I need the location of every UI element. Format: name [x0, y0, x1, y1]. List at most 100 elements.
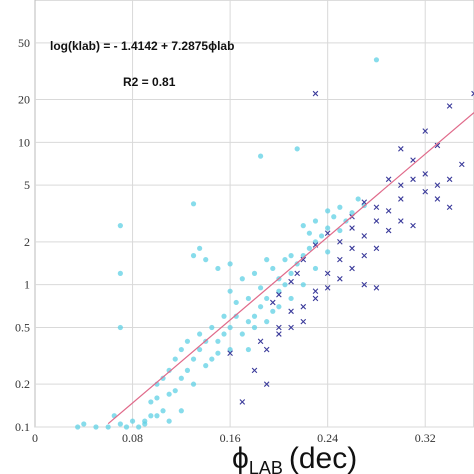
data-point-x [337, 275, 343, 282]
x-marker-stroke [263, 381, 270, 387]
x-marker-stroke [300, 256, 307, 263]
data-point-x [257, 338, 264, 345]
data-point [331, 214, 337, 220]
data-point-x [337, 239, 343, 245]
data-point [233, 313, 239, 319]
x-marker-stroke [300, 318, 307, 325]
data-point-x [288, 308, 294, 315]
data-point [160, 375, 166, 381]
data-point [184, 367, 191, 373]
x-marker-stroke [276, 324, 282, 331]
data-point [300, 282, 306, 288]
x-marker-stroke [398, 146, 404, 152]
data-point [282, 282, 288, 288]
data-point [117, 324, 123, 331]
x-marker-stroke [385, 227, 392, 234]
data-point-x [471, 90, 474, 97]
data-point [251, 324, 258, 331]
data-point [312, 265, 319, 272]
x-marker-stroke [446, 176, 453, 183]
data-point [245, 346, 252, 353]
x-marker-stroke [337, 256, 343, 263]
x-marker-stroke [373, 285, 380, 291]
x-axis-label-subscript: LAB [249, 458, 283, 474]
data-point [325, 225, 331, 231]
x-marker-stroke [398, 196, 404, 202]
data-point-x [434, 196, 441, 202]
data-point [105, 424, 111, 430]
data-point [215, 338, 221, 344]
x-marker-stroke [471, 90, 474, 95]
data-point-x [373, 245, 380, 252]
data-point-x [312, 288, 319, 294]
data-point [184, 338, 191, 344]
data-point [276, 288, 282, 294]
data-point [93, 424, 99, 430]
x-marker-stroke [251, 367, 258, 374]
data-point [197, 331, 203, 337]
data-point [117, 270, 123, 276]
fit-line [107, 112, 474, 425]
x-marker-stroke [373, 245, 380, 252]
x-marker-stroke [337, 275, 343, 282]
x-marker-stroke [361, 233, 368, 239]
data-point [190, 381, 197, 387]
data-point-x [410, 176, 416, 183]
x-marker-stroke [373, 218, 380, 224]
data-point [306, 245, 312, 251]
data-point [142, 418, 148, 424]
data-point-x [446, 204, 453, 211]
data-point-x [251, 367, 258, 374]
x-marker-stroke [288, 324, 294, 331]
y-tick-label: 0.5 [15, 321, 30, 335]
data-point [282, 257, 288, 263]
data-point [251, 270, 258, 276]
data-point-x [422, 188, 429, 195]
data-point [209, 356, 215, 362]
data-point [221, 313, 227, 319]
data-point-x [324, 285, 331, 291]
x-marker-stroke [276, 331, 282, 337]
data-point-x [398, 196, 404, 202]
x-marker-stroke [422, 188, 429, 195]
data-point [81, 421, 87, 427]
y-tick-label: 1 [24, 278, 30, 292]
data-point-x [446, 103, 453, 109]
x-tick-label: 0.32 [415, 431, 436, 445]
data-point [215, 265, 221, 272]
x-tick-label: 0 [32, 431, 38, 445]
series-x-points [227, 90, 474, 405]
x-marker-stroke [276, 291, 282, 298]
data-point [136, 424, 142, 430]
x-marker-stroke [410, 157, 416, 163]
data-point [349, 210, 355, 216]
x-marker-stroke [410, 222, 416, 229]
data-point-x [349, 225, 355, 231]
data-point-x [263, 381, 270, 387]
y-tick-label: 50 [18, 36, 30, 50]
x-marker-stroke [324, 285, 331, 291]
data-point-x [361, 252, 368, 259]
x-marker-stroke [398, 182, 404, 188]
x-marker-stroke [349, 265, 355, 272]
x-marker-stroke [312, 242, 319, 248]
data-point [288, 270, 294, 276]
data-point [306, 230, 312, 236]
series-dot-points [75, 57, 380, 430]
data-point [154, 413, 160, 419]
y-tick-label: 20 [18, 92, 30, 106]
data-point [233, 299, 239, 306]
x-marker-stroke [324, 230, 331, 236]
data-point-x [239, 399, 246, 405]
data-point [203, 257, 209, 263]
x-marker-stroke [434, 182, 441, 188]
data-point [300, 223, 306, 229]
data-point [288, 295, 294, 302]
x-marker-stroke [459, 161, 465, 168]
x-axis-label-symbol: ϕ [232, 442, 249, 474]
data-point [215, 350, 221, 356]
data-point [227, 324, 233, 331]
data-point [190, 356, 197, 362]
data-point-x [276, 291, 282, 298]
data-point [227, 346, 233, 353]
